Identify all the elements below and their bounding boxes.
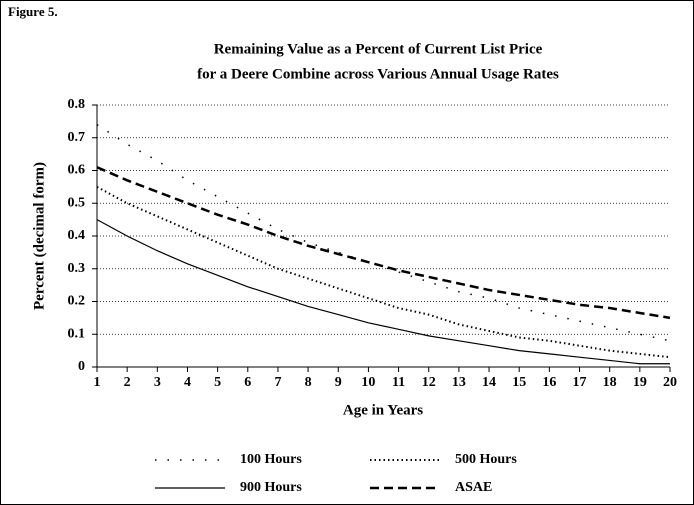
- x-tick-label: 12: [422, 375, 436, 390]
- x-tick-label: 10: [361, 375, 375, 390]
- figure-label: Figure 5.: [8, 4, 58, 19]
- chart-title: Remaining Value as a Percent of Current …: [214, 41, 543, 57]
- y-tick-label: 0.1: [68, 326, 86, 341]
- x-tick-label: 6: [244, 375, 251, 390]
- x-tick-label: 15: [512, 375, 526, 390]
- legend-label: 900 Hours: [240, 480, 302, 495]
- x-tick-label: 4: [184, 375, 191, 390]
- x-tick-label: 17: [573, 375, 587, 390]
- x-tick-label: 20: [663, 375, 677, 390]
- legend-label: 500 Hours: [455, 452, 517, 467]
- x-tick-label: 14: [482, 375, 496, 390]
- x-tick-label: 7: [274, 375, 281, 390]
- series-line: [96, 219, 670, 365]
- x-tick-label: 13: [452, 375, 466, 390]
- x-axis-label: Age in Years: [343, 402, 423, 418]
- series-line: [96, 166, 671, 320]
- x-tick-label: 9: [335, 375, 342, 390]
- x-tick-label: 18: [603, 375, 617, 390]
- y-tick-label: 0.6: [68, 163, 86, 178]
- x-tick-label: 8: [305, 375, 312, 390]
- chart-title: for a Deere Combine across Various Annua…: [197, 66, 559, 82]
- x-tick-label: 16: [542, 375, 556, 390]
- x-tick-label: 19: [633, 375, 647, 390]
- x-tick-label: 1: [94, 375, 101, 390]
- x-tick-label: 5: [214, 375, 221, 390]
- y-tick-label: 0.7: [68, 130, 86, 145]
- y-tick-label: 0.5: [68, 195, 86, 210]
- x-tick-label: 2: [124, 375, 131, 390]
- x-tick-label: 3: [154, 375, 161, 390]
- y-tick-label: 0: [78, 359, 85, 374]
- y-axis-label: Percent (decimal form): [31, 162, 47, 310]
- y-tick-label: 0.8: [68, 97, 86, 112]
- x-tick-label: 11: [392, 375, 405, 390]
- y-tick-label: 0.3: [68, 261, 86, 276]
- legend-label: ASAE: [455, 480, 492, 495]
- y-tick-label: 0.4: [68, 228, 86, 243]
- legend-label: 100 Hours: [240, 452, 302, 467]
- y-tick-label: 0.2: [68, 294, 86, 309]
